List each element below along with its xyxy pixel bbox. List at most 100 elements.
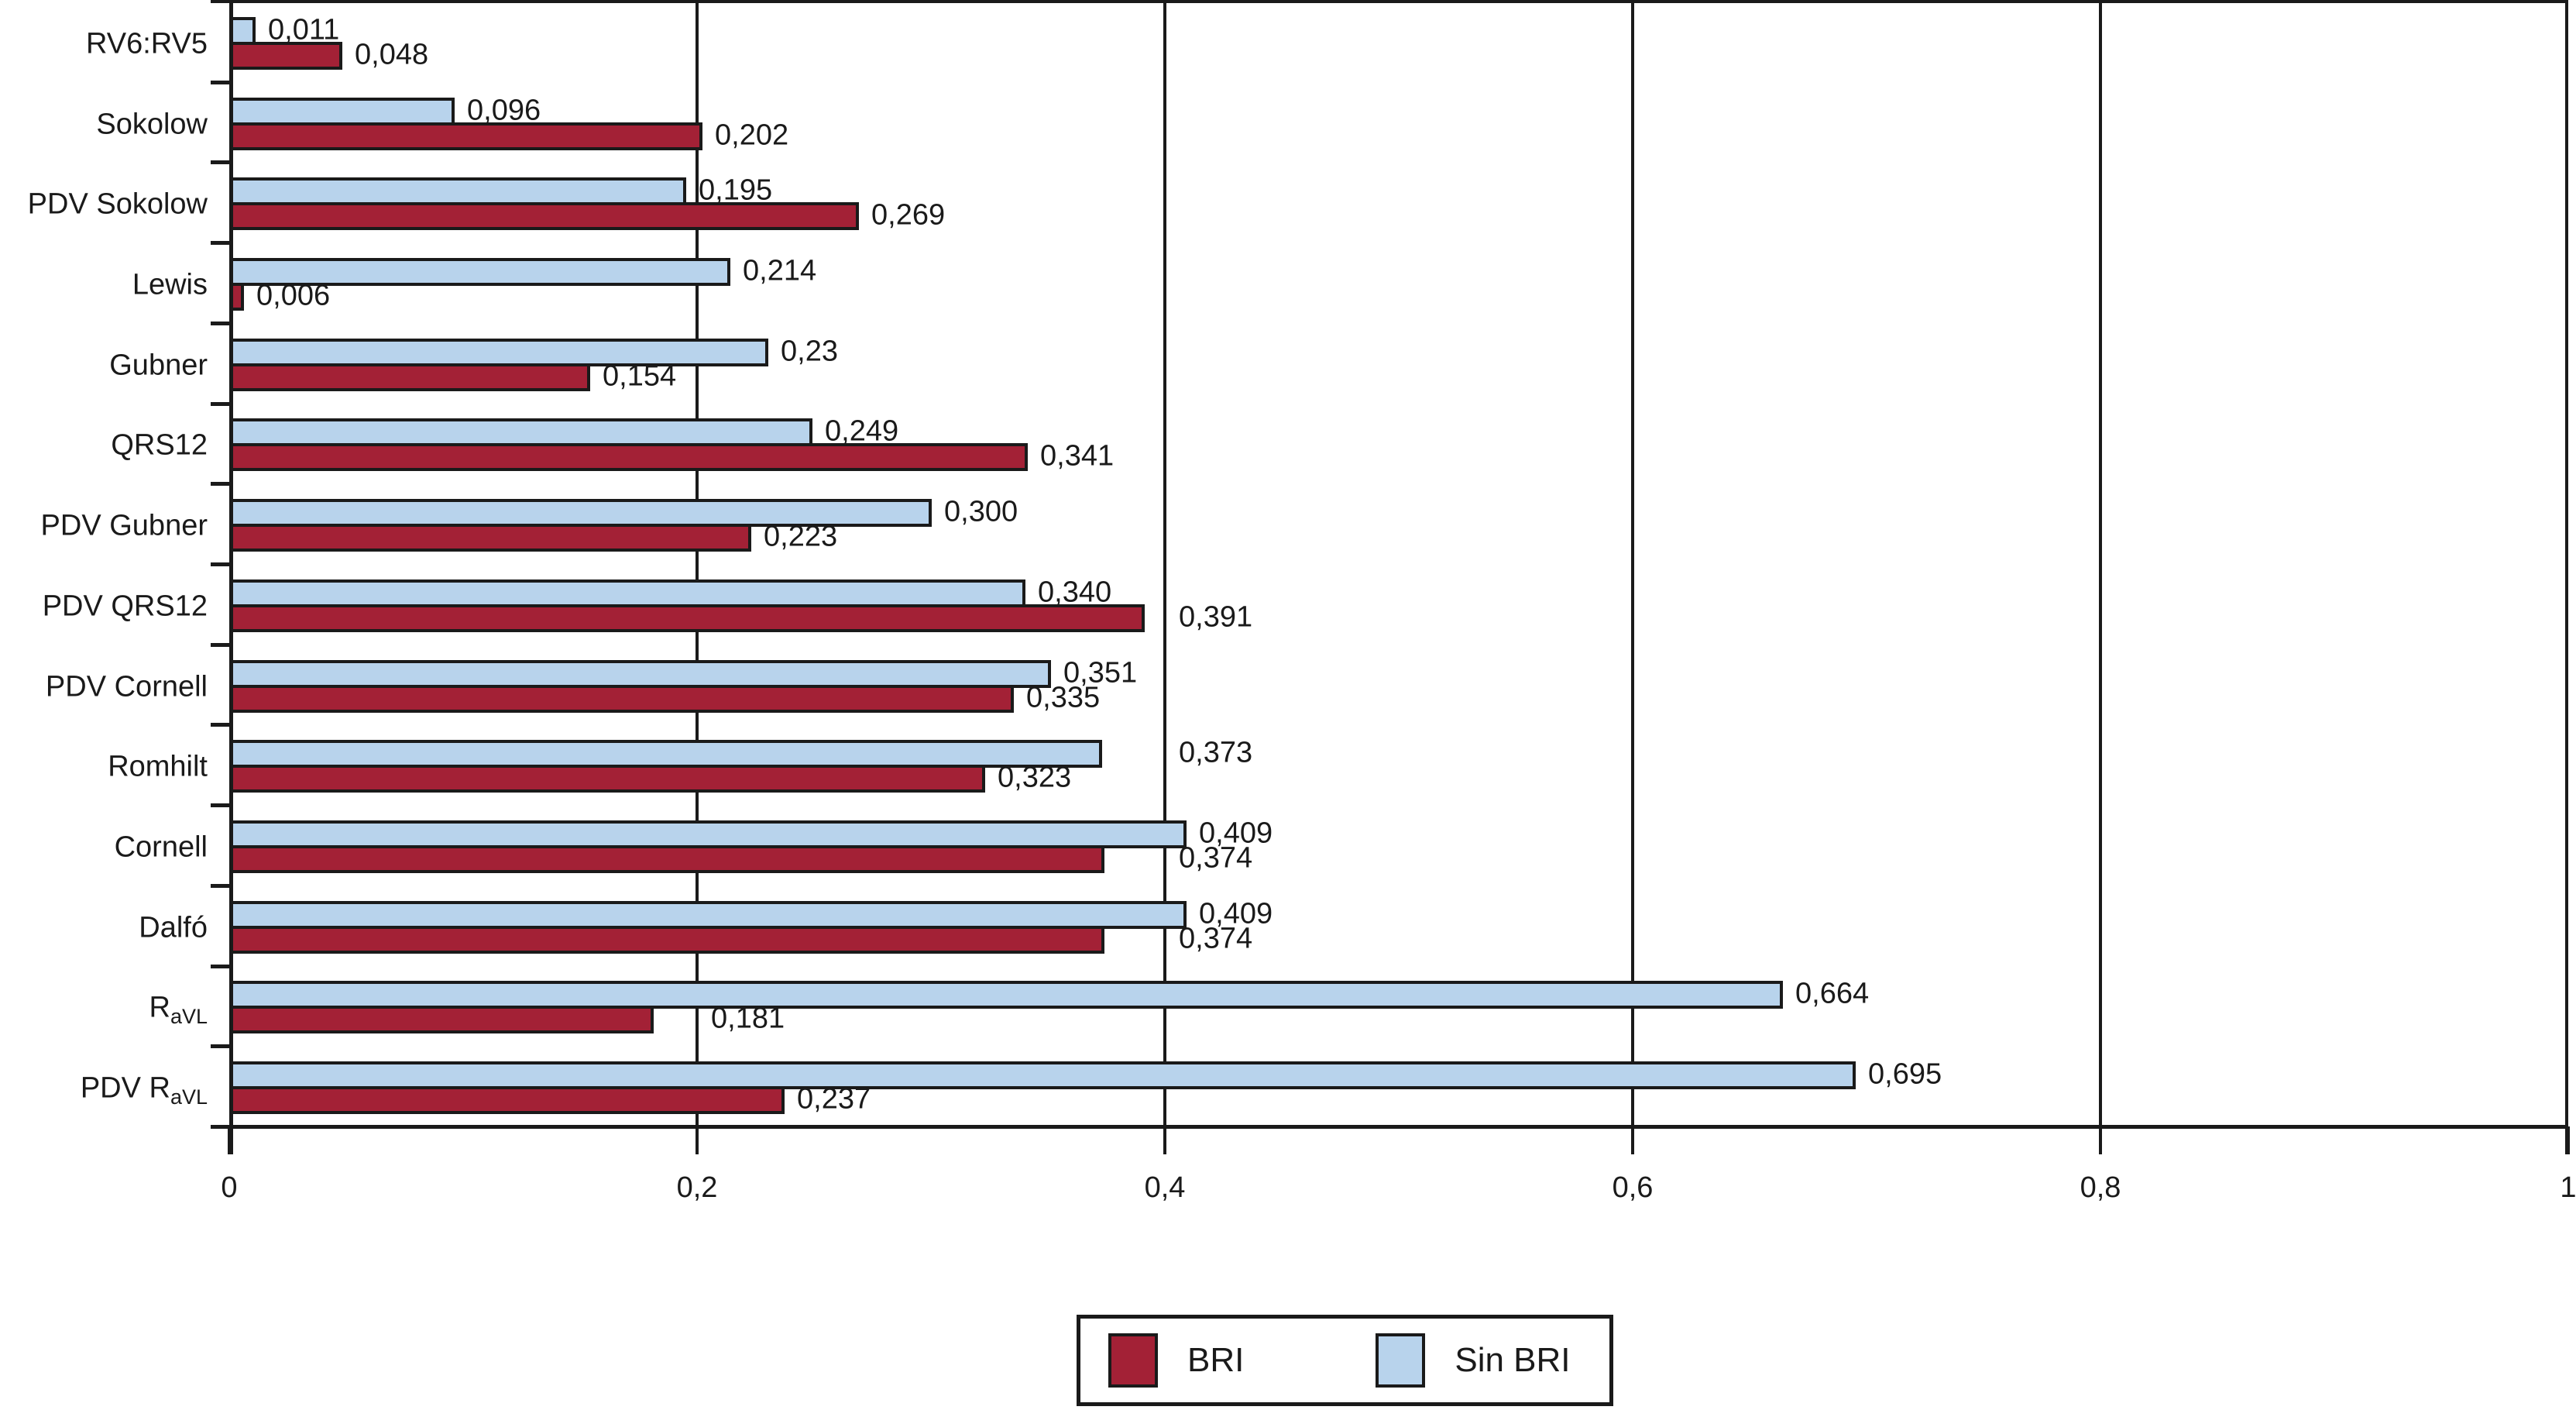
category-label: PDV Cornell — [45, 670, 208, 703]
value-label-bri: 0,223 — [764, 520, 838, 553]
bar-bri — [230, 926, 1104, 954]
value-label-bri: 0,006 — [256, 279, 331, 312]
y-tick — [211, 241, 229, 245]
category-label: PDV Gubner — [40, 509, 208, 542]
bar-bri — [230, 765, 985, 793]
category-label: PDV QRS12 — [42, 590, 208, 623]
bar-sin-bri — [230, 17, 256, 45]
value-label-sin-bri: 0,249 — [825, 414, 899, 448]
x-tick-label: 0,8 — [2080, 1171, 2121, 1204]
bar-sin-bri — [230, 339, 768, 366]
value-label-bri: 0,335 — [1026, 681, 1101, 714]
y-axis-line — [229, 2, 233, 1154]
category-label: Cornell — [114, 831, 208, 864]
x-tick — [1163, 1126, 1166, 1154]
bar-sin-bri — [230, 820, 1187, 848]
bar-sin-bri — [230, 660, 1051, 688]
bar-bri — [230, 363, 590, 391]
x-tick-label: 0,4 — [1144, 1171, 1186, 1204]
value-label-bri: 0,374 — [1179, 922, 1253, 955]
legend-swatch-sin-bri — [1376, 1333, 1426, 1388]
bar-bri — [230, 122, 702, 150]
category-label: Sokolow — [96, 108, 208, 141]
plot-right-border — [2565, 2, 2568, 1154]
x-axis-line — [211, 1125, 2568, 1129]
value-label-bri: 0,202 — [715, 119, 789, 152]
category-label-subscript: aVL — [170, 1085, 208, 1109]
value-label-sin-bri: 0,695 — [1868, 1058, 1942, 1091]
value-label-sin-bri: 0,300 — [944, 495, 1018, 528]
value-label-sin-bri: 0,373 — [1179, 736, 1253, 769]
bar-bri — [230, 845, 1104, 873]
bar-sin-bri — [230, 1061, 1856, 1089]
value-label-bri: 0,374 — [1179, 841, 1253, 875]
category-label: Romhilt — [108, 750, 208, 783]
y-tick — [211, 482, 229, 486]
gridline — [696, 2, 699, 1126]
value-label-sin-bri: 0,351 — [1063, 656, 1138, 690]
y-tick — [211, 884, 229, 888]
value-label-sin-bri: 0,409 — [1199, 817, 1273, 850]
bar-bri — [230, 524, 751, 552]
category-label: Gubner — [109, 349, 208, 382]
category-label: RV6:RV5 — [85, 27, 208, 60]
value-label-bri: 0,048 — [355, 38, 429, 71]
x-tick-label: 0,2 — [676, 1171, 718, 1204]
bar-sin-bri — [230, 418, 812, 446]
value-label-bri: 0,181 — [711, 1002, 785, 1035]
value-label-sin-bri: 0,409 — [1199, 897, 1273, 930]
gridline — [2099, 2, 2102, 1126]
x-tick — [1631, 1126, 1634, 1154]
y-tick — [211, 1044, 229, 1048]
value-label-bri: 0,323 — [998, 761, 1072, 794]
x-tick — [228, 1126, 231, 1154]
value-label-bri: 0,391 — [1179, 600, 1253, 634]
bar-sin-bri — [230, 579, 1025, 607]
y-tick — [211, 322, 229, 325]
bar-sin-bri — [230, 258, 730, 286]
legend-label-sin-bri: Sin BRI — [1455, 1341, 1571, 1379]
category-label: Dalfó — [139, 911, 208, 944]
bar-bri — [230, 202, 859, 230]
bar-sin-bri — [230, 177, 686, 205]
gridline — [1631, 2, 1634, 1126]
x-tick — [696, 1126, 699, 1154]
plot-top-border — [211, 0, 2568, 3]
y-tick — [211, 402, 229, 406]
x-tick — [2099, 1126, 2102, 1154]
category-label: PDV Sokolow — [27, 187, 208, 221]
bar-bri — [230, 443, 1028, 471]
bar-sin-bri — [230, 981, 1783, 1009]
x-tick — [2567, 1126, 2570, 1154]
value-label-sin-bri: 0,340 — [1038, 576, 1112, 609]
y-tick — [211, 160, 229, 164]
x-tick-label: 0 — [221, 1171, 238, 1204]
y-tick — [211, 803, 229, 807]
y-tick — [211, 965, 229, 968]
x-tick-label: 0,6 — [1612, 1171, 1654, 1204]
value-label-bri: 0,341 — [1040, 439, 1115, 473]
value-label-sin-bri: 0,096 — [467, 94, 541, 127]
bar-sin-bri — [230, 901, 1187, 929]
category-label: QRS12 — [111, 428, 208, 462]
bar-bri — [230, 42, 342, 70]
gridline — [1163, 2, 1166, 1126]
category-label: Lewis — [132, 268, 208, 301]
y-tick — [211, 81, 229, 84]
category-label: RaVL — [149, 991, 208, 1029]
value-label-sin-bri: 0,664 — [1795, 977, 1870, 1010]
value-label-sin-bri: 0,195 — [699, 174, 773, 207]
bar-sin-bri — [230, 98, 455, 126]
bar-bri — [230, 1006, 654, 1033]
value-label-sin-bri: 0,214 — [743, 254, 817, 287]
value-label-bri: 0,269 — [871, 198, 946, 232]
bar-bri — [230, 685, 1014, 713]
category-label: PDV RaVL — [80, 1071, 208, 1109]
value-label-bri: 0,237 — [797, 1082, 871, 1116]
value-label-sin-bri: 0,011 — [268, 13, 340, 46]
bar-bri — [230, 604, 1145, 632]
y-tick — [211, 643, 229, 647]
y-tick — [211, 723, 229, 727]
bar-bri — [230, 283, 244, 311]
